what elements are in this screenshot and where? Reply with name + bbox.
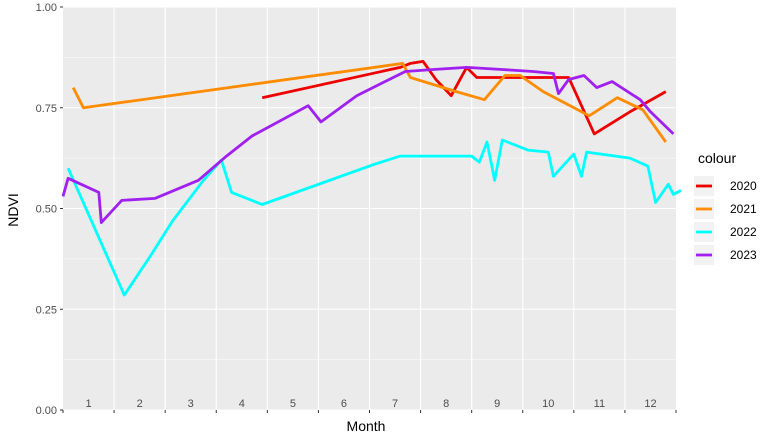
y-tick-label: 1.00 — [36, 2, 57, 14]
series-lines — [61, 60, 682, 297]
legend-item-2020: 2020 — [694, 176, 757, 196]
legend-items: 2020 2021 2022 2023 — [694, 176, 757, 265]
legend-label: 2020 — [730, 179, 757, 193]
x-tick-label: 3 — [188, 398, 194, 410]
x-tick-label: 2 — [137, 398, 143, 410]
legend: colour 2020 2021 2022 2023 — [694, 150, 757, 265]
x-tick-label: 8 — [443, 398, 449, 410]
y-axis: 0.00 0.25 0.50 0.75 1.00 — [36, 2, 63, 417]
x-tick-label: 11 — [594, 398, 605, 410]
series-line-2021 — [71, 62, 667, 143]
series-line-2023 — [61, 66, 675, 224]
y-tick-label: 0.00 — [36, 405, 57, 417]
x-tick-label: 4 — [239, 398, 245, 410]
legend-label: 2022 — [730, 225, 757, 239]
x-tick-label: 7 — [392, 398, 398, 410]
x-tick-label: 5 — [290, 398, 296, 410]
x-tick-label: 6 — [341, 398, 347, 410]
legend-item-2023: 2023 — [694, 245, 757, 265]
series-line-2020 — [261, 60, 667, 136]
x-tick-label: 12 — [644, 398, 656, 410]
x-axis-title: Month — [347, 418, 386, 434]
y-tick-label: 0.75 — [36, 103, 57, 115]
y-tick-label: 0.50 — [36, 204, 57, 216]
x-tick-label: 10 — [542, 398, 554, 410]
legend-label: 2023 — [730, 248, 757, 262]
legend-item-2022: 2022 — [694, 222, 757, 242]
y-tick-label: 0.25 — [36, 304, 57, 316]
legend-item-2021: 2021 — [694, 199, 757, 219]
x-axis: 1 2 3 4 5 6 7 8 9 10 11 12 — [62, 398, 677, 413]
x-tick-label: 9 — [494, 398, 500, 410]
y-axis-title: NDVI — [5, 193, 21, 226]
legend-label: 2021 — [730, 202, 757, 216]
x-tick-label: 1 — [85, 398, 91, 410]
legend-title: colour — [698, 150, 736, 166]
